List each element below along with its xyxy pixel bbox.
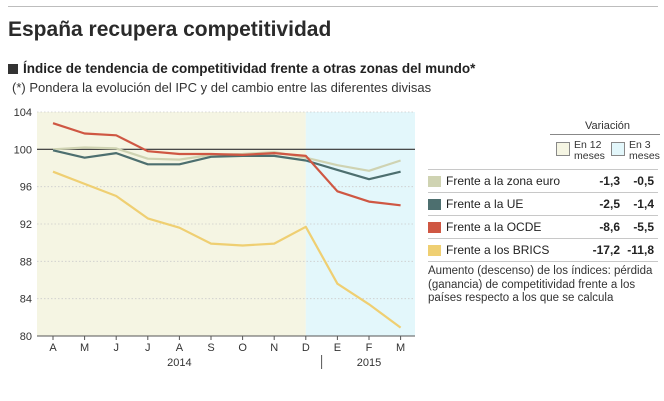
page-title: España recupera competitividad [8, 18, 332, 41]
legend-row-zona_euro: Frente a la zona euro -1,3 -0,5 [428, 172, 658, 192]
legend-label: Frente a los BRICS [446, 243, 550, 257]
year-label-2014: 2014 [167, 357, 191, 369]
x-tick-label: D [302, 342, 310, 354]
x-tick-label: E [334, 342, 341, 354]
variation-3-months-value: -1,4 [633, 197, 654, 211]
12-months-swatch [556, 142, 570, 156]
y-tick-label: 100 [14, 144, 32, 156]
variation-12-months-value: -2,5 [599, 197, 620, 211]
chart-subtitle-text: Índice de tendencia de competitividad fr… [23, 61, 476, 76]
y-tick-label: 80 [20, 331, 32, 343]
x-tick-label: A [49, 342, 57, 354]
variation-title: Variación [585, 120, 631, 132]
chart-subtitle: Índice de tendencia de competitividad fr… [8, 61, 475, 76]
square-bullet-icon [8, 63, 18, 74]
legend-separator [428, 215, 658, 216]
legend-separator [428, 192, 658, 193]
legend-swatch [428, 199, 441, 210]
series-line-brics [52, 170, 402, 329]
y-tick-label: 88 [20, 256, 32, 268]
x-tick-label: M [396, 342, 405, 354]
x-tick-label: J [145, 342, 151, 354]
legend-label: Frente a la UE [446, 197, 524, 211]
variation-divider [550, 134, 660, 135]
variation-3-months-value: -11,8 [627, 243, 654, 257]
top-rule [8, 6, 658, 7]
col1-line2: meses [574, 150, 605, 162]
y-tick-label: 104 [14, 107, 32, 119]
series-line-ocde [52, 122, 401, 207]
column-header-3-months: En 3 meses [611, 140, 660, 162]
x-tick-label: M [80, 342, 89, 354]
variation-12-months-value: -8,6 [599, 220, 620, 234]
y-tick-label: 92 [20, 219, 32, 231]
legend-row-ocde: Frente a la OCDE -8,6 -5,5 [428, 218, 658, 238]
legend-swatch [428, 176, 441, 187]
y-tick-label: 84 [20, 294, 32, 306]
footnote: (*) Pondera la evolución del IPC y del c… [12, 80, 432, 95]
x-tick-label: O [238, 342, 247, 354]
col2-line2: meses [629, 150, 660, 162]
series-line-ue [52, 149, 401, 181]
year-label-2015: 2015 [357, 357, 381, 369]
column-header-12-months: En 12 meses [556, 140, 605, 162]
y-tick-label: 96 [20, 182, 32, 194]
legend-swatch [428, 245, 441, 256]
legend-swatch [428, 222, 441, 233]
x-tick-label: S [207, 342, 214, 354]
legend-label: Frente a la OCDE [446, 220, 542, 234]
legend-separator [428, 238, 658, 239]
x-tick-label: N [270, 342, 278, 354]
legend-row-brics: Frente a los BRICS -17,2 -11,8 [428, 241, 658, 261]
variation-3-months-value: -0,5 [633, 174, 654, 188]
variation-3-months-value: -5,5 [633, 220, 654, 234]
variation-12-months-value: -17,2 [592, 243, 620, 257]
3-months-swatch [611, 142, 625, 156]
legend-separator [428, 169, 658, 170]
x-tick-label: F [366, 342, 373, 354]
x-tick-label: J [113, 342, 119, 354]
x-tick-label: A [176, 342, 184, 354]
legend-separator [428, 261, 658, 262]
variation-12-months-value: -1,3 [599, 174, 620, 188]
legend-caption: Aumento (descenso) de los índices: pérdi… [428, 265, 653, 304]
legend-row-ue: Frente a la UE -2,5 -1,4 [428, 195, 658, 215]
legend-label: Frente a la zona euro [446, 174, 561, 188]
col1-line1: En 12 [574, 139, 602, 151]
col2-line1: En 3 [629, 139, 651, 151]
